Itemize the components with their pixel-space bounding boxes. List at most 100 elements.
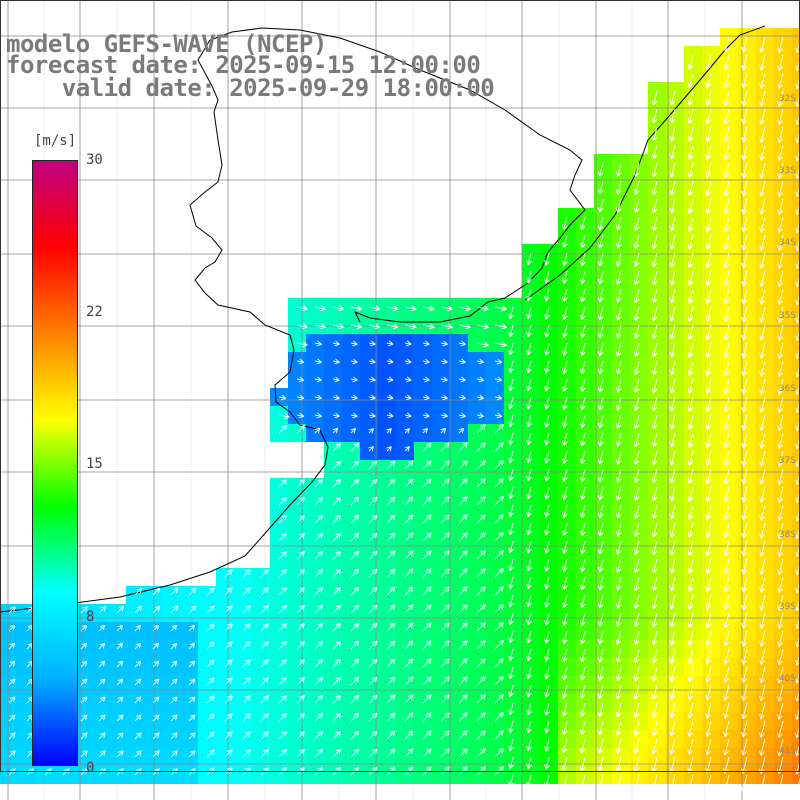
wind-arrow [422,568,432,578]
wind-arrow-head [724,263,730,269]
wind-arrow-head [581,730,586,736]
wind-arrow-head [615,477,619,483]
wind-arrow-head [194,587,197,594]
wind-arrow-head [723,713,726,719]
wind-arrow [476,306,489,310]
wind-arrow-head [544,674,547,680]
wind-arrow [368,712,378,722]
wind-arrow [562,774,568,790]
wind-arrow-head [139,606,143,612]
wind-arrow [170,624,178,632]
wind-arrow-head [777,641,780,647]
speed-cell [792,550,800,568]
wind-arrow-head [599,207,604,213]
wind-arrow-head [759,732,762,738]
wind-arrow-head [497,412,503,417]
wind-arrow [599,396,604,411]
wind-arrow-head [617,424,622,429]
wind-arrow-head [615,639,619,645]
wind-arrow-head [669,297,672,304]
wind-arrow [688,216,694,232]
lat-label: 33S [778,166,796,176]
wind-arrow [8,624,16,632]
wind-arrow-head [723,659,726,665]
wind-arrow-head [635,370,640,375]
wind-arrow [368,324,380,328]
wind-arrow [509,468,514,481]
wind-arrow [458,496,468,506]
wind-arrow-head [581,423,586,429]
wind-arrow [545,396,550,410]
wind-arrow-head [758,786,762,793]
wind-arrow-head [371,446,374,452]
wind-arrow [404,622,414,632]
wind-arrow [742,576,748,593]
wind-arrow [476,460,486,470]
wind-arrow [760,306,766,323]
wind-arrow [476,424,486,434]
wind-arrow-head [425,478,432,481]
wind-arrow [742,270,748,287]
wind-arrow [476,712,486,722]
wind-arrow-head [563,261,568,266]
wind-arrow [278,587,287,596]
wind-arrow-head [597,314,601,321]
wind-arrow-head [480,442,486,445]
wind-arrow [760,450,766,467]
wind-arrow [98,642,106,650]
wind-arrow-head [484,323,489,328]
wind-arrow-head [526,655,529,662]
wind-arrow [724,540,730,556]
wind-arrow [581,432,586,446]
wind-arrow-head [777,155,780,161]
wind-arrow-head [374,461,378,467]
wind-arrow [688,756,694,773]
wind-arrow [653,486,658,501]
wind-arrow-head [281,677,287,680]
wind-arrow-head [356,479,360,485]
wind-arrow-head [689,479,694,484]
wind-arrow-head [498,748,504,751]
wind-arrow-head [103,678,106,685]
wind-arrow-head [527,332,532,338]
wind-arrow [724,432,730,448]
wind-arrow-head [687,568,690,574]
wind-arrow-head [615,784,618,790]
wind-arrow-head [795,227,798,234]
wind-arrow-head [284,425,287,431]
wind-arrow-head [527,296,532,302]
wind-arrow [350,712,360,722]
wind-arrow-head [393,550,396,557]
wind-arrow-head [724,479,730,485]
wind-arrow-head [498,460,504,463]
wind-arrow [332,342,340,345]
wind-arrow-head [778,552,783,557]
wind-arrow-head [597,350,601,357]
wind-arrow-head [99,624,105,628]
wind-arrow [635,342,640,357]
wind-arrow-head [245,587,251,590]
wind-arrow-head [724,533,730,539]
wind-arrow [760,414,766,431]
wind-arrow-head [617,316,622,321]
wind-arrow-head [429,478,432,485]
wind-arrow [760,234,766,251]
wind-arrow [527,306,532,320]
wind-arrow [296,731,305,740]
wind-arrow-head [374,569,378,575]
wind-arrow-head [501,460,504,466]
wind-arrow [742,432,748,449]
wind-arrow-head [480,424,486,427]
wind-arrow-head [501,568,504,574]
wind-arrow [724,378,730,394]
wind-arrow-head [462,766,468,769]
wind-arrow-head [527,314,532,320]
wind-arrow-head [526,475,529,482]
wind-arrow-head [723,118,726,124]
wind-arrow-head [356,677,360,683]
wind-arrow-head [371,478,377,482]
wind-arrow-head [338,641,342,647]
wind-arrow-head [424,361,430,365]
wind-arrow-head [320,515,324,521]
